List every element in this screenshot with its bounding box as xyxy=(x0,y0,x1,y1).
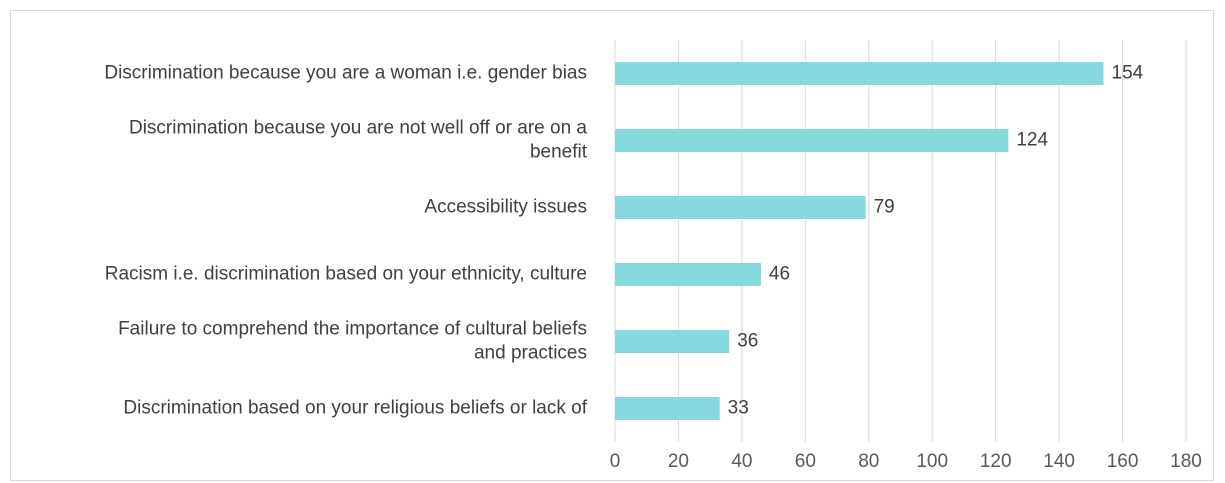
category-label: and practices xyxy=(474,343,587,364)
x-tick-label: 0 xyxy=(610,451,621,472)
category-label: Discrimination because you are a woman i… xyxy=(104,63,587,84)
data-label: 33 xyxy=(728,398,749,419)
x-tick-label: 120 xyxy=(980,451,1012,472)
data-label: 46 xyxy=(769,264,790,285)
bar xyxy=(615,196,866,219)
x-tick-label: 80 xyxy=(858,451,879,472)
data-label: 154 xyxy=(1112,63,1144,84)
bar xyxy=(615,263,761,286)
x-tick-label: 20 xyxy=(668,451,689,472)
bar xyxy=(615,62,1104,85)
x-tick-label: 160 xyxy=(1107,451,1139,472)
x-tick-label: 100 xyxy=(916,451,948,472)
x-tick-label: 140 xyxy=(1043,451,1075,472)
grid-lines xyxy=(614,40,1187,442)
chart-frame xyxy=(10,10,1214,481)
x-tick-label: 40 xyxy=(731,451,752,472)
x-tick-label: 60 xyxy=(795,451,816,472)
category-labels: Discrimination because you are a woman i… xyxy=(104,63,587,419)
bar xyxy=(615,330,730,353)
data-label: 124 xyxy=(1016,130,1048,151)
bar xyxy=(615,397,720,420)
data-label: 79 xyxy=(874,197,895,218)
category-label: Discrimination because you are not well … xyxy=(129,118,587,139)
data-labels: 154 124 79 46 36 33 xyxy=(728,63,1144,419)
data-label: 36 xyxy=(737,331,758,352)
category-label: Discrimination based on your religious b… xyxy=(123,398,587,419)
category-label: benefit xyxy=(530,142,588,163)
bar xyxy=(615,129,1009,152)
category-label: Accessibility issues xyxy=(424,197,587,218)
x-tick-label: 180 xyxy=(1170,451,1202,472)
bars xyxy=(615,62,1104,420)
x-axis-ticks: 0 20 40 60 80 100 120 140 160 180 xyxy=(610,451,1202,472)
category-label: Failure to comprehend the importance of … xyxy=(118,319,587,340)
category-label: Racism i.e. discrimination based on your… xyxy=(105,264,587,285)
